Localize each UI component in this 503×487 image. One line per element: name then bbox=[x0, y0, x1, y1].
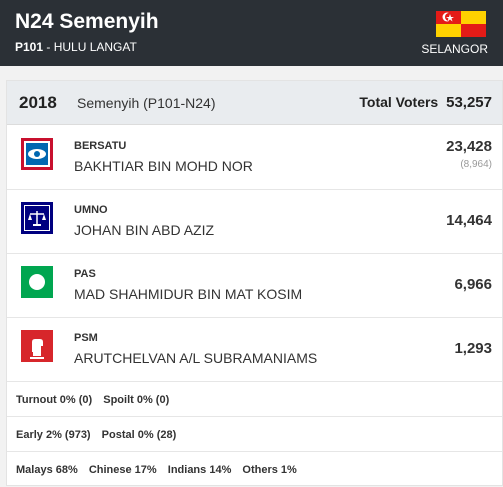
seat-title: N24 Semenyih bbox=[15, 10, 159, 33]
candidate-votes: 14,464 bbox=[446, 212, 492, 229]
candidate-votes: 1,293 bbox=[454, 340, 492, 357]
results-summary: 2018 Semenyih (P101-N24) Total Voters 53… bbox=[7, 81, 502, 125]
party-name: BERSATU bbox=[74, 140, 127, 152]
others-stat: Others 1% bbox=[242, 464, 297, 476]
candidate-row: PAS MAD SHAHMIDUR BIN MAT KOSIM 6,966 bbox=[7, 254, 502, 318]
candidate-name: BAKHTIAR BIN MOHD NOR bbox=[74, 158, 253, 174]
umno-scales-logo-icon bbox=[21, 202, 53, 234]
chinese-stat: Chinese 17% bbox=[88, 464, 157, 476]
seat-code: Semenyih (P101-N24) bbox=[77, 95, 216, 111]
early-postal-row: Early 2% (973) Postal 0% (28) bbox=[7, 417, 502, 452]
candidate-row: UMNO JOHAN BIN ABD AZIZ 14,464 bbox=[7, 190, 502, 254]
candidate-row: PSM ARUTCHELVAN A/L SUBRAMANIAMS 1,293 bbox=[7, 318, 502, 382]
total-voters: Total Voters 53,257 bbox=[359, 94, 492, 111]
candidate-name: ARUTCHELVAN A/L SUBRAMANIAMS bbox=[74, 350, 318, 366]
candidate-votes: 23,428 bbox=[446, 138, 492, 155]
spoilt-stat: Spoilt 0% (0) bbox=[103, 394, 170, 406]
turnout-stat: Turnout 0% (0) bbox=[16, 394, 93, 406]
bersatu-logo-icon bbox=[21, 138, 53, 170]
candidate-name: JOHAN BIN ABD AZIZ bbox=[74, 222, 215, 238]
candidate-name: MAD SHAHMIDUR BIN MAT KOSIM bbox=[74, 286, 303, 302]
election-year: 2018 bbox=[19, 93, 57, 112]
state-name: SELANGOR bbox=[421, 42, 488, 56]
indians-stat: Indians 14% bbox=[167, 464, 232, 476]
majority: (8,964) bbox=[460, 159, 492, 170]
results-card: 2018 Semenyih (P101-N24) Total Voters 53… bbox=[6, 80, 503, 486]
header: N24 Semenyih P101 - HULU LANGAT SELANGOR bbox=[0, 0, 503, 66]
parliament-name: - HULU LANGAT bbox=[46, 40, 137, 54]
party-name: PAS bbox=[74, 268, 96, 280]
pas-logo-icon bbox=[21, 266, 53, 298]
turnout-row: Turnout 0% (0) Spoilt 0% (0) bbox=[7, 382, 502, 417]
ethnic-row: Malays 68% Chinese 17% Indians 14% Other… bbox=[7, 452, 502, 487]
early-stat: Early 2% (973) bbox=[16, 429, 91, 441]
postal-stat: Postal 0% (28) bbox=[101, 429, 177, 441]
party-name: PSM bbox=[74, 332, 98, 344]
candidate-row: BERSATU BAKHTIAR BIN MOHD NOR 23,428 (8,… bbox=[7, 126, 502, 190]
party-name: UMNO bbox=[74, 204, 108, 216]
candidate-votes: 6,966 bbox=[454, 276, 492, 293]
parliament-code: P101 bbox=[15, 40, 44, 54]
malays-stat: Malays 68% bbox=[16, 464, 78, 476]
total-voters-label: Total Voters bbox=[359, 94, 439, 110]
selangor-flag-icon bbox=[436, 11, 486, 37]
psm-fist-logo-icon bbox=[21, 330, 53, 362]
total-voters-value: 53,257 bbox=[446, 94, 492, 111]
parliament-subtitle: P101 - HULU LANGAT bbox=[15, 40, 137, 54]
